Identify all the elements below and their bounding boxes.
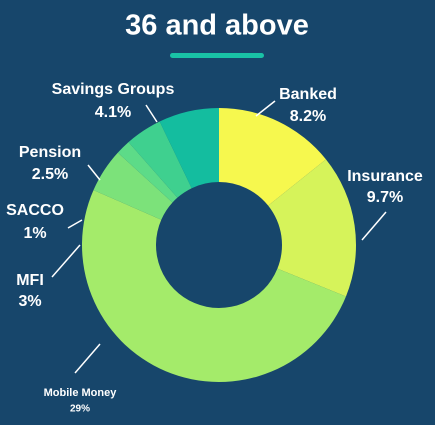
leader-line bbox=[255, 100, 276, 117]
value-label: 3% bbox=[18, 293, 41, 310]
slice-label: Mobile Money bbox=[44, 387, 118, 399]
value-label: 1% bbox=[23, 225, 46, 242]
value-label: 8.2% bbox=[290, 108, 326, 125]
value-label: 2.5% bbox=[32, 166, 68, 183]
slice bbox=[219, 108, 326, 206]
leader-line bbox=[145, 104, 158, 123]
slice-label: SACCO bbox=[6, 202, 64, 219]
slice bbox=[128, 121, 192, 198]
donut bbox=[82, 108, 357, 382]
leader-line bbox=[74, 343, 101, 374]
leader-lines bbox=[51, 100, 387, 374]
slice bbox=[159, 108, 219, 189]
leader-line bbox=[51, 244, 81, 278]
leader-line bbox=[67, 219, 83, 229]
slice-label: Savings Groups bbox=[52, 81, 175, 98]
value-label: 4.1% bbox=[95, 104, 131, 121]
slice-label: Insurance bbox=[347, 168, 423, 185]
slice-label: Banked bbox=[279, 86, 337, 103]
slice-label: MFI bbox=[16, 272, 44, 289]
leader-line bbox=[361, 211, 387, 241]
chart-title: 36 and above bbox=[125, 10, 309, 42]
slice bbox=[117, 142, 178, 203]
value-label: 29% bbox=[70, 404, 90, 415]
slice bbox=[268, 159, 357, 297]
slice bbox=[82, 190, 346, 382]
title-underline bbox=[170, 53, 264, 58]
value-label: 9.7% bbox=[367, 189, 403, 206]
slice-label: Pension bbox=[19, 144, 81, 161]
leader-line bbox=[87, 164, 101, 181]
slice bbox=[93, 152, 173, 220]
